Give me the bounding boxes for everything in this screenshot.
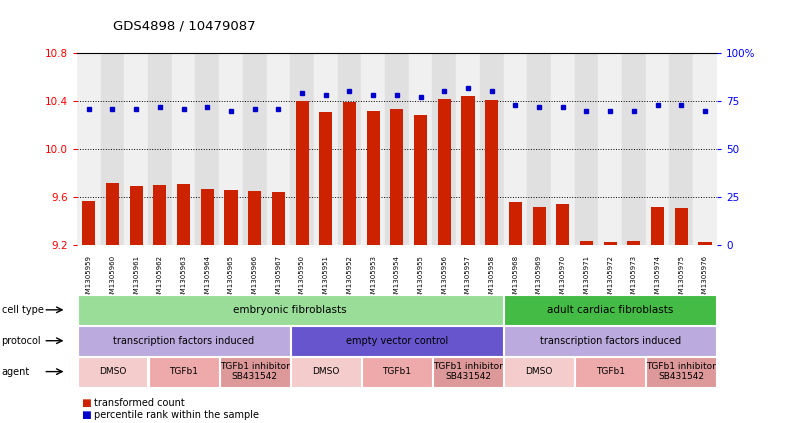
Text: DMSO: DMSO <box>312 367 339 376</box>
Bar <box>409 53 433 245</box>
Bar <box>675 208 688 245</box>
Bar <box>646 53 669 245</box>
Bar <box>390 110 403 245</box>
Text: ■: ■ <box>81 410 91 420</box>
Text: DMSO: DMSO <box>526 367 552 376</box>
Bar <box>628 241 641 245</box>
Bar <box>433 53 456 245</box>
Text: TGFb1 inhibitor
SB431542: TGFb1 inhibitor SB431542 <box>220 362 290 381</box>
Text: TGFb1: TGFb1 <box>382 367 411 376</box>
Bar <box>414 115 427 245</box>
Bar <box>651 207 664 245</box>
Bar <box>556 204 569 245</box>
Bar <box>551 53 574 245</box>
Bar <box>456 53 480 245</box>
Bar <box>527 53 551 245</box>
Bar <box>243 53 266 245</box>
Bar <box>693 53 717 245</box>
Bar <box>296 101 309 245</box>
Text: DMSO: DMSO <box>99 367 126 376</box>
Bar <box>319 112 332 245</box>
Text: TGFb1: TGFb1 <box>169 367 198 376</box>
Bar <box>100 53 125 245</box>
Text: empty vector control: empty vector control <box>346 336 448 346</box>
Bar <box>574 53 599 245</box>
Bar <box>437 99 451 245</box>
Bar <box>83 201 96 245</box>
Bar <box>177 184 190 245</box>
Bar <box>622 53 646 245</box>
Text: transformed count: transformed count <box>94 398 185 408</box>
Bar <box>77 53 100 245</box>
Bar <box>385 53 409 245</box>
Bar <box>272 192 285 245</box>
Bar <box>480 53 504 245</box>
Bar <box>504 53 527 245</box>
Bar <box>224 190 237 245</box>
Bar <box>153 185 166 245</box>
Bar <box>603 242 616 245</box>
Text: TGFb1: TGFb1 <box>595 367 625 376</box>
Text: protocol: protocol <box>2 336 41 346</box>
Bar <box>266 53 290 245</box>
Text: adult cardiac fibroblasts: adult cardiac fibroblasts <box>547 305 673 315</box>
Bar <box>201 189 214 245</box>
Bar <box>509 202 522 245</box>
Text: embryonic fibroblasts: embryonic fibroblasts <box>233 305 347 315</box>
Text: ■: ■ <box>81 398 91 408</box>
Bar <box>248 191 261 245</box>
Text: transcription factors induced: transcription factors induced <box>113 336 254 346</box>
Text: TGFb1 inhibitor
SB431542: TGFb1 inhibitor SB431542 <box>646 362 716 381</box>
Bar <box>220 53 243 245</box>
Text: percentile rank within the sample: percentile rank within the sample <box>94 410 259 420</box>
Bar <box>698 242 711 245</box>
Bar <box>290 53 314 245</box>
Text: TGFb1 inhibitor
SB431542: TGFb1 inhibitor SB431542 <box>433 362 503 381</box>
Bar <box>130 187 143 245</box>
Bar <box>106 183 119 245</box>
Text: agent: agent <box>2 367 30 376</box>
Bar <box>669 53 693 245</box>
Bar <box>580 241 593 245</box>
Bar <box>314 53 338 245</box>
Bar <box>599 53 622 245</box>
Bar <box>533 207 546 245</box>
Bar <box>172 53 195 245</box>
Text: cell type: cell type <box>2 305 44 315</box>
Bar <box>485 100 498 245</box>
Bar <box>361 53 385 245</box>
Bar <box>462 96 475 245</box>
Bar <box>195 53 220 245</box>
Bar <box>367 111 380 245</box>
Bar <box>338 53 361 245</box>
Bar <box>343 102 356 245</box>
Bar <box>125 53 148 245</box>
Text: GDS4898 / 10479087: GDS4898 / 10479087 <box>113 19 256 32</box>
Bar <box>148 53 172 245</box>
Text: transcription factors induced: transcription factors induced <box>539 336 680 346</box>
